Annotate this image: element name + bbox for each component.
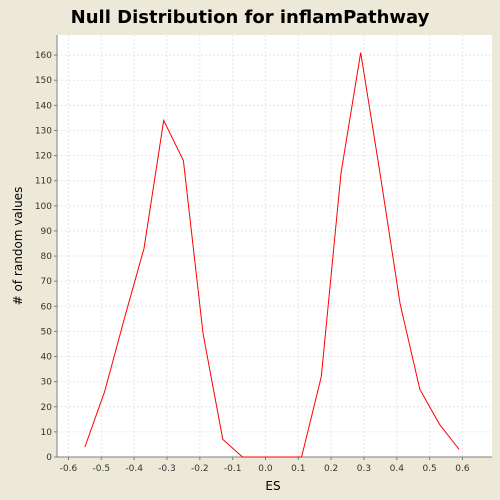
y-axis-label: # of random values [11, 187, 25, 306]
x-tick-label: 0.3 [357, 464, 371, 474]
x-tick-label: 0.4 [390, 464, 405, 474]
x-tick-label: -0.4 [125, 464, 143, 474]
y-tick-label: 60 [41, 302, 53, 312]
y-tick-label: 20 [41, 403, 53, 413]
x-tick-label: -0.5 [93, 464, 111, 474]
x-tick-label: 0.0 [258, 464, 273, 474]
x-tick-label: -0.6 [60, 464, 78, 474]
y-tick-label: 120 [35, 152, 52, 162]
y-tick-label: 100 [35, 202, 52, 212]
grid [57, 35, 492, 458]
x-tick-label: 0.6 [455, 464, 470, 474]
axes: 0 10 20 30 40 50 60 70 80 90 100 110 120 130 140 150 160… [35, 35, 492, 474]
y-tick-label: 0 [46, 453, 52, 463]
x-axis-label: ES [265, 479, 280, 493]
series-line [84, 52, 460, 458]
plot-area [57, 35, 492, 457]
chart-title: Null Distribution for inflamPathway [71, 7, 430, 28]
x-tick-label: 0.1 [291, 464, 305, 474]
y-tick-label: 160 [35, 51, 52, 61]
y-tick-label: 40 [41, 353, 53, 363]
y-tick-label: 30 [41, 378, 53, 388]
y-tick-label: 50 [41, 327, 53, 337]
x-tick-label: 0.5 [422, 464, 436, 474]
x-tick-label: -0.3 [158, 464, 176, 474]
y-tick-label: 130 [35, 126, 52, 136]
y-tick-label: 10 [41, 428, 53, 438]
y-tick-label: 140 [35, 101, 52, 111]
y-tick-label: 110 [35, 177, 52, 187]
series-layer [84, 52, 460, 458]
x-tick-label: -0.1 [224, 464, 242, 474]
y-tick-label: 80 [41, 252, 53, 262]
y-tick-label: 90 [41, 227, 53, 237]
x-tick-label: 0.2 [324, 464, 338, 474]
x-tick-label: -0.2 [191, 464, 209, 474]
y-tick-label: 70 [41, 277, 53, 287]
y-tick-label: 150 [35, 76, 52, 86]
